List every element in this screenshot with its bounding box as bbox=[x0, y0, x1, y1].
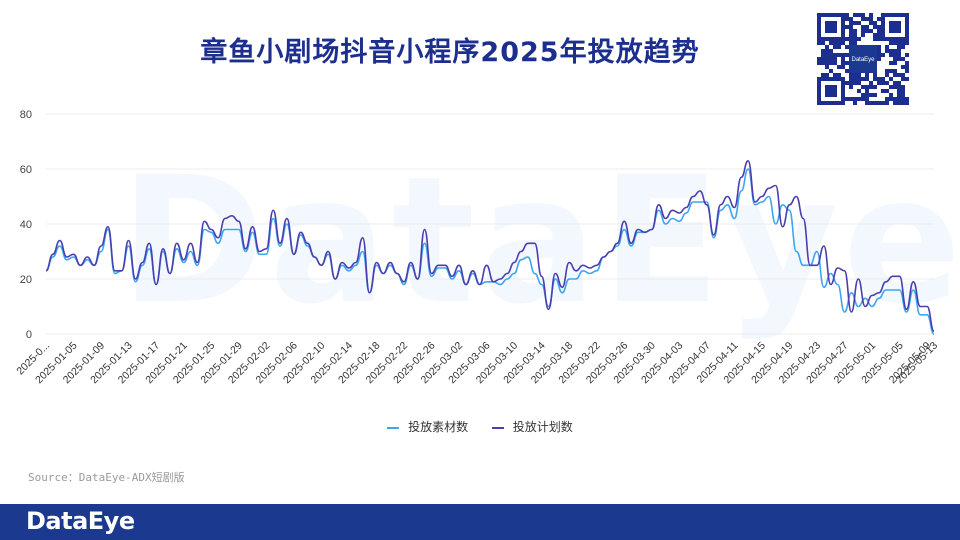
grid-lines bbox=[46, 113, 934, 335]
y-tick-label: 20 bbox=[20, 274, 32, 286]
chart-area: 0 20 40 60 80 2025-0... 2025-01-05 2025-01-09 2… bbox=[0, 100, 960, 500]
y-tick-label: 0 bbox=[26, 329, 32, 341]
series-lines bbox=[45, 159, 935, 335]
y-tick-label: 80 bbox=[20, 109, 32, 121]
legend-item-series-2[interactable]: 投放计划数 bbox=[491, 418, 573, 435]
chart-legend: 投放素材数 投放计划数 bbox=[0, 418, 960, 435]
y-tick-label: 60 bbox=[20, 164, 32, 176]
footer-bar: DataEye bbox=[0, 504, 960, 540]
legend-label-series-1: 投放素材数 bbox=[408, 420, 469, 434]
series-line-1 bbox=[45, 168, 935, 335]
legend-label-series-2: 投放计划数 bbox=[512, 420, 573, 434]
source-note: Source：DataEye-ADX短剧版 bbox=[28, 471, 185, 484]
series-line-2 bbox=[45, 159, 935, 333]
page-title: 章鱼小剧场抖音小程序2025年投放趋势 bbox=[200, 37, 700, 68]
x-axis-ticks: 2025-0...2025-01-052025-01-092025-01-132… bbox=[14, 340, 940, 387]
y-axis-ticks: 0 20 40 60 80 bbox=[20, 109, 32, 341]
footer-logo: DataEye bbox=[26, 507, 135, 535]
qr-code: DataEye bbox=[817, 13, 909, 105]
legend-swatch-series-2 bbox=[491, 426, 504, 429]
line-chart: 0 20 40 60 80 2025-0...2025-01-052025-01-092… bbox=[14, 109, 940, 387]
qr-badge-text: DataEye bbox=[851, 57, 875, 63]
y-tick-label: 40 bbox=[20, 219, 32, 231]
watermark: DataEye bbox=[120, 140, 960, 343]
legend-swatch-series-1 bbox=[387, 426, 400, 429]
legend-item-series-1[interactable]: 投放素材数 bbox=[387, 418, 468, 435]
